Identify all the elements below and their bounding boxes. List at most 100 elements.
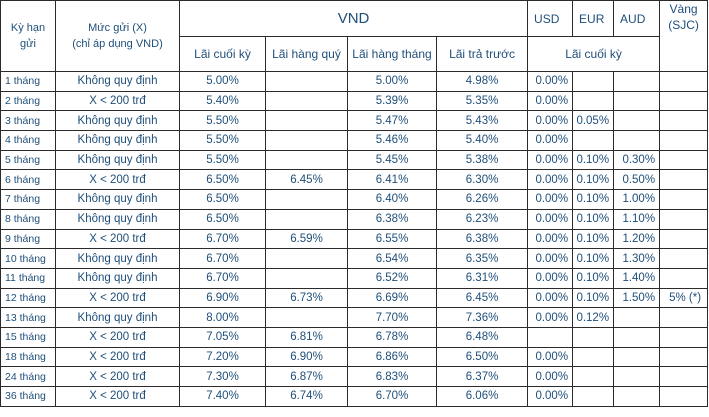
table-row: 8 tháng Không quy định 6.50% 6.38% 6.23% 0.00…: [0, 208, 709, 230]
vnd-monthly-cell: 6.52%: [347, 267, 437, 289]
aud-cell: [613, 386, 661, 407]
term-cell: 11 tháng: [0, 267, 56, 289]
table-row: 5 tháng Không quy định 5.50% 5.45% 5.38% 0.00…: [0, 149, 709, 171]
eur-cell: [572, 130, 615, 151]
term-cell: 3 tháng: [0, 110, 56, 132]
table-row: 10 tháng Không quy định 6.70% 6.54% 6.35% 0.0…: [0, 248, 709, 269]
term-cell: 4 tháng: [0, 130, 56, 151]
term-cell: 10 tháng: [0, 248, 56, 269]
gold-cell: [659, 307, 709, 328]
table-row: 4 tháng Không quy định 5.50% 5.46% 5.40% 0.00…: [0, 130, 709, 151]
vnd-end-cell: 7.05%: [179, 326, 266, 348]
vnd-end-cell: 7.30%: [179, 366, 266, 387]
vnd-end-cell: 6.70%: [179, 248, 266, 269]
vnd-quarterly-cell: [265, 71, 348, 92]
eur-cell: 0.10%: [572, 189, 615, 210]
header-amount: Mức gửi (X) (chỉ áp dụng VND): [55, 0, 180, 72]
header-vnd: VND: [178, 0, 529, 37]
vnd-monthly-cell: 6.40%: [347, 189, 437, 210]
eur-cell: [572, 366, 615, 387]
table-row: 6 tháng X < 200 trđ 6.50% 6.45% 6.41% 6.30% 0.…: [0, 169, 709, 191]
vnd-quarterly-cell: [265, 130, 348, 151]
aud-cell: [613, 307, 661, 328]
gold-cell: [659, 189, 709, 210]
condition-cell: X < 200 trđ: [55, 169, 180, 191]
table-row: 7 tháng Không quy định 6.50% 6.40% 6.26% 0.00…: [0, 189, 709, 210]
gold-cell: [659, 326, 709, 348]
term-cell: 24 tháng: [0, 366, 56, 387]
vnd-quarterly-cell: 6.45%: [265, 169, 348, 191]
eur-cell: [572, 346, 615, 368]
gold-cell: [659, 208, 709, 230]
vnd-monthly-cell: 6.83%: [347, 366, 437, 387]
gold-cell: [659, 386, 709, 407]
vnd-end-cell: 7.20%: [179, 346, 266, 368]
header-amount-line2: (chỉ áp dụng VND): [72, 38, 163, 50]
eur-cell: 0.10%: [572, 287, 615, 309]
table-row: 18 tháng X < 200 trđ 7.20% 6.90% 6.86% 6.50% 0…: [0, 346, 709, 368]
table-row: 24 tháng X < 200 trđ 7.30% 6.87% 6.83% 6.37% 0…: [0, 366, 709, 387]
aud-cell: [613, 346, 661, 368]
gold-cell: [659, 71, 709, 92]
gold-cell: 5% (*): [659, 287, 709, 309]
vnd-quarterly-cell: 6.74%: [265, 386, 348, 407]
gold-cell: [659, 149, 709, 171]
usd-cell: 0.00%: [527, 90, 574, 112]
term-cell: 8 tháng: [0, 208, 56, 230]
condition-cell: X < 200 trđ: [55, 366, 180, 387]
vnd-quarterly-cell: [265, 149, 348, 171]
vnd-monthly-cell: 6.54%: [347, 248, 437, 269]
aud-cell: 0.30%: [613, 149, 661, 171]
usd-cell: 0.00%: [527, 208, 574, 230]
gold-cell: [659, 228, 709, 250]
condition-cell: Không quy định: [55, 248, 180, 269]
vnd-end-cell: 5.40%: [179, 90, 266, 112]
vnd-prepaid-cell: 5.40%: [435, 130, 529, 151]
vnd-prepaid-cell: 5.43%: [435, 110, 529, 132]
condition-cell: X < 200 trđ: [55, 346, 180, 368]
vnd-end-cell: 5.50%: [179, 149, 266, 171]
vnd-end-cell: 8.00%: [179, 307, 266, 328]
vnd-quarterly-cell: 6.90%: [265, 346, 348, 368]
condition-cell: Không quy định: [55, 71, 180, 92]
vnd-end-cell: 6.70%: [179, 228, 266, 250]
vnd-end-cell: 5.00%: [179, 71, 266, 92]
vnd-prepaid-cell: 6.45%: [435, 287, 529, 309]
vnd-monthly-cell: 5.45%: [347, 149, 437, 171]
header-vnd-monthly: Lãi hàng tháng: [347, 36, 437, 72]
vnd-quarterly-cell: [265, 267, 348, 289]
condition-cell: X < 200 trđ: [55, 228, 180, 250]
vnd-end-cell: 6.90%: [179, 287, 266, 309]
aud-cell: [613, 326, 661, 348]
vnd-quarterly-cell: [265, 307, 348, 328]
vnd-monthly-cell: 7.70%: [347, 307, 437, 328]
header-aud: AUD: [613, 0, 661, 37]
usd-cell: 0.00%: [527, 346, 574, 368]
vnd-monthly-cell: 5.47%: [347, 110, 437, 132]
vnd-prepaid-cell: 4.98%: [435, 71, 529, 92]
vnd-prepaid-cell: 6.50%: [435, 346, 529, 368]
vnd-monthly-cell: 6.38%: [347, 208, 437, 230]
vnd-monthly-cell: 6.86%: [347, 346, 437, 368]
usd-cell: [527, 326, 574, 348]
condition-cell: X < 200 trđ: [55, 287, 180, 309]
header-gold: Vàng (SJC): [659, 0, 709, 72]
aud-cell: [613, 110, 661, 132]
term-cell: 9 tháng: [0, 228, 56, 250]
term-cell: 18 tháng: [0, 346, 56, 368]
header-fx-end: Lãi cuối kỳ: [527, 36, 661, 72]
table-row: 9 tháng X < 200 trđ 6.70% 6.59% 6.55% 6.38% 0.…: [0, 228, 709, 250]
usd-cell: 0.00%: [527, 267, 574, 289]
usd-cell: 0.00%: [527, 228, 574, 250]
vnd-quarterly-cell: [265, 208, 348, 230]
eur-cell: 0.10%: [572, 267, 615, 289]
usd-cell: 0.00%: [527, 287, 574, 309]
vnd-quarterly-cell: [265, 110, 348, 132]
interest-rate-table: Kỳ hạn gửi Mức gửi (X) (chỉ áp dụng VND)…: [0, 0, 709, 407]
vnd-prepaid-cell: 6.30%: [435, 169, 529, 191]
gold-cell: [659, 130, 709, 151]
eur-cell: [572, 71, 615, 92]
aud-cell: 1.40%: [613, 267, 661, 289]
header-amount-line1: Mức gửi (X): [88, 22, 147, 34]
